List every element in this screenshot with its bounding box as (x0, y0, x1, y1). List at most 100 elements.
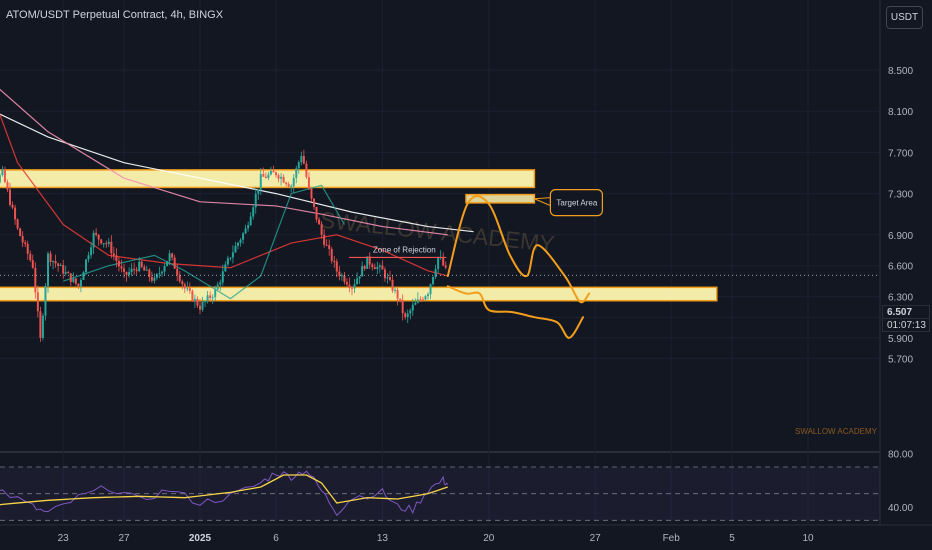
candle-body (333, 261, 336, 263)
candle-body (206, 295, 209, 302)
candle-body (282, 176, 285, 183)
candle-body (254, 193, 257, 208)
candle-body (239, 239, 242, 243)
candle-body (242, 233, 245, 240)
candle-body (356, 278, 359, 285)
candle-body (193, 298, 196, 302)
candle-body (368, 256, 371, 265)
candle-body (409, 310, 412, 314)
candle-body (3, 168, 6, 183)
candle-body (348, 284, 351, 288)
candle-body (437, 257, 440, 270)
candle-body (9, 189, 11, 205)
candle-body (237, 242, 239, 246)
candle-body (201, 301, 204, 310)
candle-body (338, 271, 341, 277)
candle-body (171, 253, 174, 258)
candle-body (67, 272, 70, 274)
candle-body (386, 277, 389, 279)
price-axis-label: 8.100 (888, 107, 913, 118)
candle-body (115, 255, 118, 261)
candle-body (145, 269, 148, 271)
candle-body (117, 260, 120, 267)
candle-body (411, 304, 414, 311)
candle-body (267, 174, 270, 179)
candle-body (128, 272, 131, 275)
candle-body (366, 256, 369, 269)
moving-average-line (0, 88, 448, 236)
candle-body (300, 155, 303, 163)
candle-body (252, 207, 255, 217)
candle-body (394, 289, 397, 291)
rsi-line (0, 470, 449, 517)
candle-body (107, 241, 110, 244)
candle-body (416, 299, 419, 303)
candle-body (153, 277, 156, 281)
candle-body (231, 252, 234, 258)
candle-body (191, 290, 194, 302)
candles (0, 149, 447, 342)
candle-body (79, 279, 82, 287)
time-axis-label: 6 (273, 533, 279, 544)
candle-body (90, 247, 93, 256)
candle-body (275, 172, 277, 176)
moving-average-line (0, 113, 474, 233)
candle-body (196, 298, 199, 306)
candle-body (280, 176, 283, 179)
candle-body (427, 294, 429, 297)
symbol-title[interactable]: ATOM/USDT Perpetual Contract, 4h, BINGX (6, 9, 224, 21)
candle-body (166, 261, 169, 267)
candle-body (381, 265, 384, 270)
candle-body (358, 276, 361, 279)
candle-body (1, 168, 4, 176)
support-zone[interactable] (0, 286, 718, 302)
candle-body (414, 302, 417, 305)
candle-body (234, 245, 237, 253)
candle-body (401, 300, 404, 314)
candle-body (421, 299, 424, 301)
time-axis-label: 20 (483, 533, 495, 544)
candle-body (168, 253, 171, 262)
bullish-projection-path (446, 195, 591, 304)
candle-body (16, 219, 19, 229)
candle-body (444, 265, 447, 268)
candle-body (315, 206, 318, 220)
currency-button[interactable]: USDT (886, 6, 923, 29)
candle-body (396, 289, 399, 299)
candle-body (176, 268, 179, 275)
price-axis-label: 8.500 (888, 66, 913, 77)
candle-body (221, 271, 224, 283)
time-axis-label: 27 (590, 533, 602, 544)
candle-body (183, 284, 186, 289)
candle-body (69, 273, 72, 283)
target-callout-box[interactable] (549, 189, 604, 217)
time-axis-label: 23 (58, 533, 70, 544)
candle-body (244, 228, 247, 234)
candle-body (82, 272, 85, 280)
candle-body (199, 305, 201, 310)
candle-body (92, 232, 95, 248)
candle-body (181, 281, 184, 285)
candle-body (11, 204, 14, 208)
candle-body (44, 285, 47, 316)
candle-body (64, 272, 67, 274)
candle-body (264, 176, 267, 179)
candle-body (140, 261, 143, 267)
candle-body (155, 274, 158, 278)
candle-body (259, 174, 262, 190)
rsi-axis-label: 40.00 (888, 503, 913, 514)
candle-body (135, 269, 138, 272)
candle-body (224, 264, 227, 272)
target-area-label: Target Area (556, 199, 597, 208)
candle-body (305, 163, 308, 178)
price-axis-label: 7.700 (888, 148, 913, 159)
candle-body (54, 261, 57, 264)
candle-body (49, 253, 52, 263)
candle-body (26, 243, 29, 254)
rsi-pane (0, 466, 880, 521)
candle-body (330, 248, 333, 262)
resistance-zone[interactable] (0, 169, 536, 189)
candle-body (297, 162, 300, 169)
candle-body (52, 261, 55, 263)
